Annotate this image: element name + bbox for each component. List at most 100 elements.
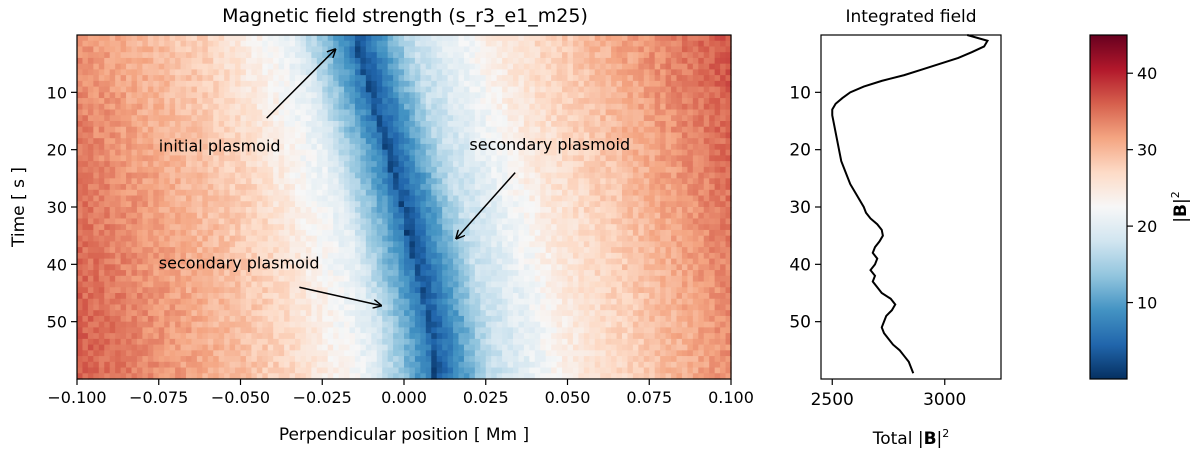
heatmap-cell — [665, 69, 672, 76]
heatmap-cell — [251, 121, 258, 128]
heatmap-cell — [213, 247, 220, 254]
heatmap-cell — [638, 138, 645, 145]
heatmap-cell — [442, 35, 449, 42]
heatmap-cell — [82, 229, 89, 237]
heatmap-cell — [491, 121, 498, 128]
heatmap-cell — [98, 161, 105, 168]
heatmap-cell — [295, 132, 302, 139]
heatmap-cell — [376, 115, 383, 122]
heatmap-cell — [469, 218, 476, 225]
heatmap-cell — [142, 103, 149, 111]
heatmap-cell — [120, 155, 127, 162]
heatmap-cell — [654, 241, 661, 248]
heatmap-cell — [262, 212, 269, 220]
heatmap-cell — [235, 252, 242, 260]
heatmap-cell — [267, 252, 274, 260]
heatmap-cell — [267, 166, 274, 174]
heatmap-cell — [611, 143, 618, 151]
heatmap-cell — [583, 184, 590, 191]
heatmap-cell — [131, 46, 138, 53]
heatmap-cell — [376, 69, 383, 76]
heatmap-cell — [622, 258, 629, 265]
heatmap-cell — [213, 172, 220, 179]
heatmap-cell — [164, 172, 171, 179]
heatmap-cell — [567, 207, 574, 214]
heatmap-cell — [207, 264, 214, 271]
heatmap-cell — [720, 195, 727, 202]
heatmap-cell — [447, 264, 454, 271]
heatmap-cell — [142, 63, 149, 70]
heatmap-cell — [104, 184, 111, 191]
heatmap-cell — [589, 143, 596, 151]
heatmap-cell — [431, 121, 438, 128]
heatmap-cell — [164, 52, 171, 59]
heatmap-cell — [676, 218, 683, 225]
heatmap-cell — [714, 264, 721, 271]
heatmap-cell — [671, 80, 678, 88]
heatmap-cell — [316, 138, 323, 145]
heatmap-cell — [218, 195, 225, 202]
heatmap-cell — [207, 178, 214, 185]
heatmap-cell — [540, 247, 547, 254]
heatmap-cell — [278, 52, 285, 59]
heatmap-cell — [632, 80, 639, 88]
heatmap-cell — [453, 258, 460, 265]
heatmap-cell — [333, 63, 340, 70]
heatmap-cell — [578, 241, 585, 248]
heatmap-cell — [469, 201, 476, 208]
heatmap-cell — [224, 247, 231, 254]
heatmap-cell — [676, 126, 683, 134]
heatmap-cell — [235, 258, 242, 265]
heatmap-cell — [692, 241, 699, 248]
heatmap-cell — [594, 92, 601, 99]
heatmap-cell — [186, 189, 193, 197]
heatmap-cell — [638, 86, 645, 93]
heatmap-cell — [594, 121, 601, 128]
heatmap-cell — [725, 258, 732, 265]
heatmap-cell — [158, 75, 165, 82]
heatmap-cell — [322, 264, 329, 271]
heatmap-cell — [404, 247, 411, 254]
heatmap-cell — [305, 57, 312, 65]
heatmap-cell — [480, 75, 487, 82]
heatmap-cell — [126, 270, 133, 277]
heatmap-cell — [447, 247, 454, 254]
heatmap-cell — [425, 218, 432, 225]
heatmap-cell — [191, 40, 198, 48]
heatmap-cell — [725, 229, 732, 237]
heatmap-cell — [333, 235, 340, 242]
heatmap-cell — [251, 40, 258, 48]
heatmap-cell — [681, 57, 688, 65]
heatmap-cell — [147, 241, 154, 248]
heatmap-cell — [115, 218, 122, 225]
heatmap-cell — [186, 52, 193, 59]
heatmap-cell — [436, 166, 443, 174]
heatmap-cell — [131, 80, 138, 88]
heatmap-cell — [654, 189, 661, 197]
heatmap-cell — [387, 201, 394, 208]
heatmap-cell — [180, 132, 187, 139]
heatmap-cell — [469, 138, 476, 145]
heatmap-cell — [676, 40, 683, 48]
heatmap-cell — [82, 80, 89, 88]
heatmap-cell — [463, 155, 470, 162]
heatmap-cell — [131, 109, 138, 116]
heatmap-cell — [447, 207, 454, 214]
heatmap-cell — [213, 46, 220, 53]
heatmap-cell — [480, 109, 487, 116]
heatmap-cell — [104, 212, 111, 220]
heatmap-cell — [131, 247, 138, 254]
heatmap-cell — [169, 86, 176, 93]
heatmap-cell — [300, 252, 307, 260]
heatmap-cell — [115, 224, 122, 231]
heatmap-cell — [431, 224, 438, 231]
heatmap-cell — [169, 258, 176, 265]
heatmap-cell — [709, 35, 716, 42]
heatmap-cell — [665, 207, 672, 214]
heatmap-cell — [131, 235, 138, 242]
heatmap-cell — [676, 35, 683, 42]
heatmap-cell — [594, 258, 601, 265]
heatmap-cell — [267, 103, 274, 111]
heatmap-cell — [376, 172, 383, 179]
heatmap-cell — [295, 235, 302, 242]
